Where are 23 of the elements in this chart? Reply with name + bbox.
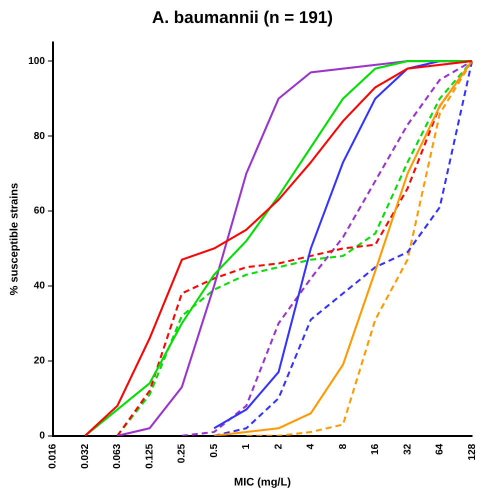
x-tick-label: 2 — [273, 443, 284, 450]
y-tick-label: 20 — [34, 356, 46, 367]
x-tick-label: 0.032 — [80, 443, 91, 469]
x-tick-label: 32 — [402, 443, 414, 455]
x-tick-label: 0.125 — [144, 443, 156, 469]
x-tick-label: 0.25 — [176, 443, 188, 464]
x-tick-label: 128 — [466, 443, 478, 460]
y-tick-label: 60 — [34, 206, 46, 217]
y-tick-label: 0 — [39, 430, 46, 442]
x-tick-label: 16 — [370, 443, 382, 455]
x-tick-label: 0.5 — [208, 443, 220, 458]
x-tick-label: 8 — [338, 443, 349, 450]
x-tick-label: 1 — [241, 443, 252, 450]
y-tick-label: 40 — [34, 280, 46, 292]
y-tick-label: 100 — [28, 56, 46, 67]
x-axis-title: MIC (mg/L) — [234, 476, 292, 488]
y-tick-label: 80 — [34, 130, 46, 142]
y-axis-title: % susceptible strains — [8, 182, 21, 296]
x-tick-label: 64 — [434, 443, 446, 455]
x-tick-label: 0.016 — [48, 443, 59, 469]
chart-title: A. baumannii (n = 191) — [152, 8, 333, 27]
x-tick-label: 0.063 — [112, 443, 124, 469]
x-tick-label: 4 — [306, 443, 317, 450]
